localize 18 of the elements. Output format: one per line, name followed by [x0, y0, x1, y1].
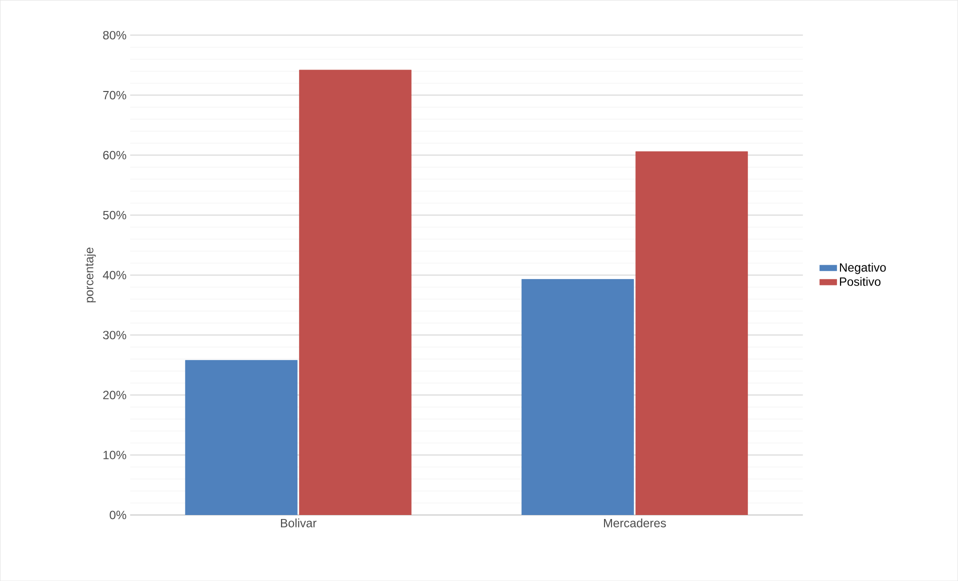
y-tick-label: 60% [103, 150, 126, 160]
y-tick-label: 30% [103, 330, 126, 340]
bar [299, 70, 412, 515]
y-tick-label: 20% [103, 390, 126, 400]
y-tick-label: 70% [103, 90, 126, 100]
y-tick-label: 10% [104, 450, 126, 460]
x-tick-label: Mercaderes [604, 518, 666, 528]
y-axis-title: porcentaje [84, 248, 96, 302]
legend-label: Positivo [840, 277, 880, 286]
y-tick-label: 50% [103, 210, 126, 220]
y-tick-label: 0% [110, 510, 126, 520]
bar [522, 279, 634, 515]
bar [185, 360, 298, 515]
legend-label: Negativo [840, 262, 886, 274]
x-tick-label: Bolivar [280, 518, 316, 528]
bar [635, 151, 748, 515]
y-tick-label: 80% [103, 30, 126, 40]
y-tick-label: 40% [102, 270, 126, 280]
